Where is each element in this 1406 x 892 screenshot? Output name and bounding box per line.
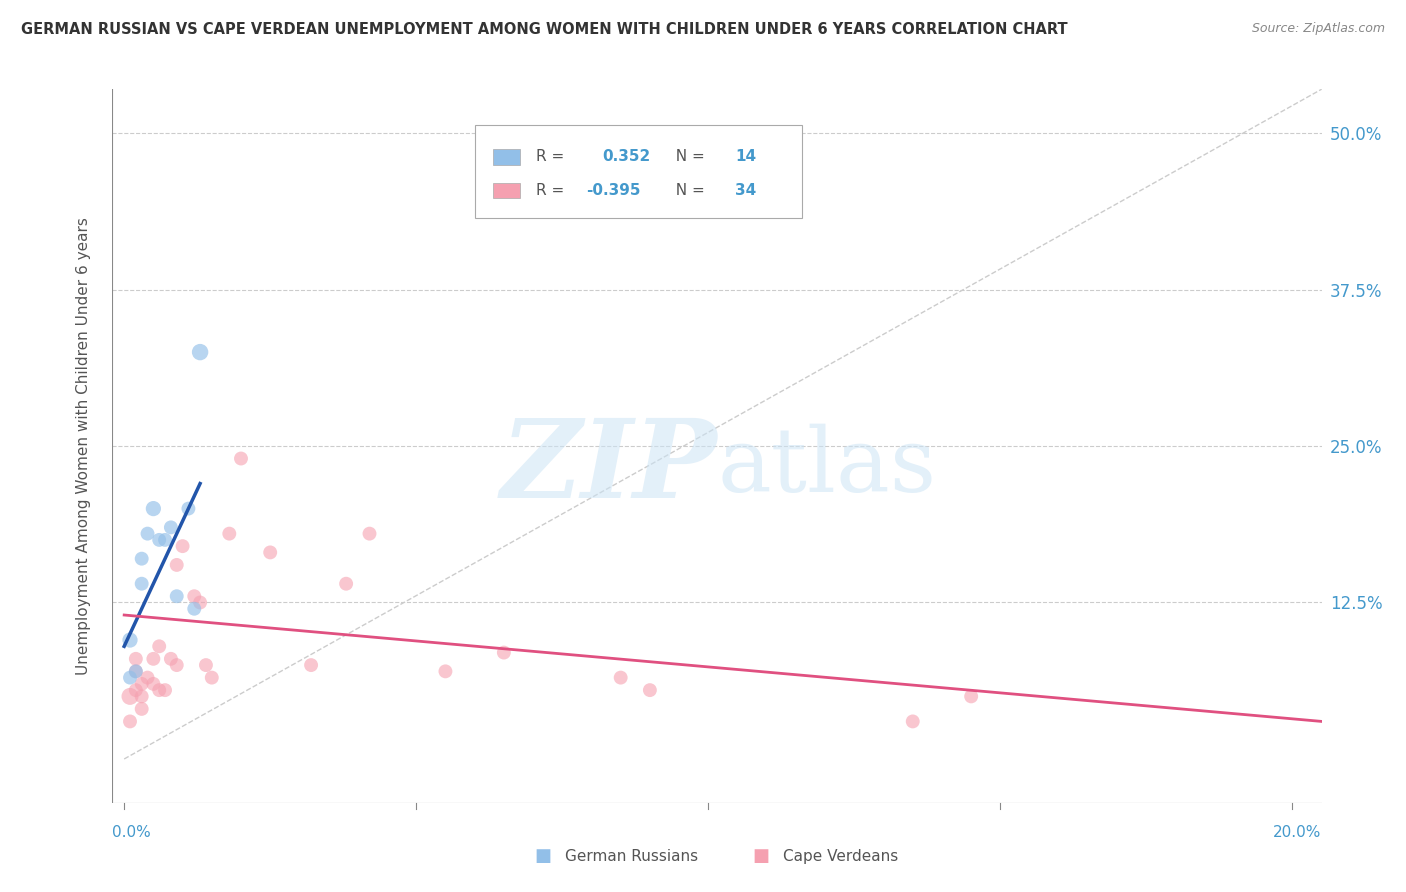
Point — [177, 501, 200, 516]
Point — [960, 690, 983, 704]
Point — [148, 683, 170, 698]
Point — [166, 658, 188, 673]
Point — [160, 652, 183, 666]
Text: German Russians: German Russians — [565, 849, 699, 863]
Point — [172, 539, 194, 553]
FancyBboxPatch shape — [475, 125, 801, 218]
FancyBboxPatch shape — [494, 183, 520, 198]
Point — [259, 545, 281, 559]
Point — [153, 533, 176, 547]
Point — [118, 671, 141, 685]
Point — [118, 690, 141, 704]
Point — [125, 683, 148, 698]
Point — [142, 677, 165, 691]
Point — [492, 646, 515, 660]
Text: R =: R = — [536, 183, 569, 198]
Text: R =: R = — [536, 150, 574, 164]
Point — [148, 640, 170, 654]
Point — [188, 595, 211, 609]
Text: ■: ■ — [752, 847, 769, 865]
Point — [125, 665, 148, 679]
Point — [118, 633, 141, 648]
Point — [638, 683, 661, 698]
FancyBboxPatch shape — [494, 149, 520, 165]
Text: Source: ZipAtlas.com: Source: ZipAtlas.com — [1251, 22, 1385, 36]
Point — [142, 652, 165, 666]
Point — [131, 576, 153, 591]
Point — [183, 589, 205, 603]
Text: Cape Verdeans: Cape Verdeans — [783, 849, 898, 863]
Text: 20.0%: 20.0% — [1274, 825, 1322, 840]
Point — [359, 526, 381, 541]
Point — [160, 520, 183, 534]
Point — [118, 714, 141, 729]
Point — [166, 558, 188, 572]
Text: 0.352: 0.352 — [602, 150, 651, 164]
Point — [125, 652, 148, 666]
Point — [153, 683, 176, 698]
Point — [299, 658, 322, 673]
Point — [188, 345, 211, 359]
Point — [609, 671, 631, 685]
Point — [194, 658, 217, 673]
Text: ZIP: ZIP — [501, 414, 717, 521]
Text: GERMAN RUSSIAN VS CAPE VERDEAN UNEMPLOYMENT AMONG WOMEN WITH CHILDREN UNDER 6 YE: GERMAN RUSSIAN VS CAPE VERDEAN UNEMPLOYM… — [21, 22, 1067, 37]
Point — [131, 690, 153, 704]
Text: 0.0%: 0.0% — [112, 825, 152, 840]
Text: -0.395: -0.395 — [586, 183, 641, 198]
Point — [131, 551, 153, 566]
Point — [148, 533, 170, 547]
Text: 34: 34 — [735, 183, 756, 198]
Point — [183, 601, 205, 615]
Y-axis label: Unemployment Among Women with Children Under 6 years: Unemployment Among Women with Children U… — [76, 217, 91, 675]
Point — [166, 589, 188, 603]
Point — [131, 702, 153, 716]
Point — [136, 526, 159, 541]
Point — [901, 714, 924, 729]
Point — [131, 677, 153, 691]
Text: ■: ■ — [534, 847, 551, 865]
Point — [229, 451, 252, 466]
Text: 14: 14 — [735, 150, 756, 164]
Point — [218, 526, 240, 541]
Point — [434, 665, 457, 679]
Point — [201, 671, 224, 685]
Text: atlas: atlas — [717, 424, 936, 511]
Point — [142, 501, 165, 516]
Point — [125, 665, 148, 679]
Text: N =: N = — [666, 150, 710, 164]
Point — [136, 671, 159, 685]
Point — [335, 576, 357, 591]
Text: N =: N = — [666, 183, 710, 198]
